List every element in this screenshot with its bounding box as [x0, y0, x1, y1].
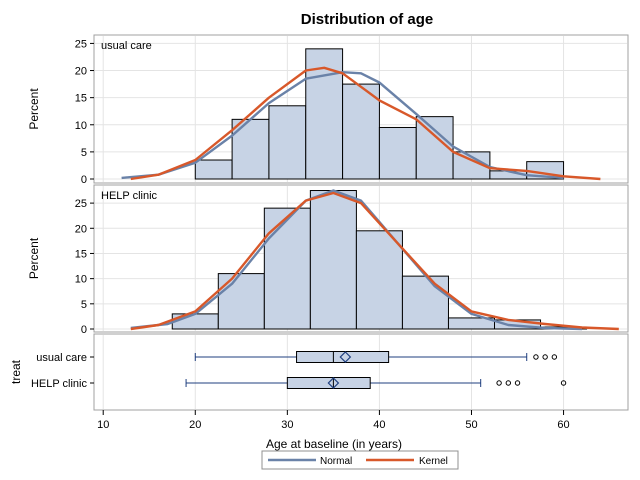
legend: Normal Kernel — [261, 450, 459, 470]
y-tick-label: 5 — [81, 299, 87, 311]
y-tick-label: 10 — [75, 274, 87, 286]
histogram-bar — [378, 126, 417, 180]
panel-frame — [93, 333, 629, 411]
mean-marker — [327, 377, 340, 389]
y-tick-label: 20 — [75, 66, 87, 78]
y-tick-label: 10 — [75, 120, 87, 132]
x-tick-label: 20 — [189, 419, 201, 431]
histogram-panel: 0 5 10 15 20 25 HELP clinic Percent — [27, 184, 629, 336]
histogram-bar — [355, 230, 403, 330]
x-tick-label: 60 — [557, 419, 569, 431]
kernel-density-curve — [130, 66, 601, 181]
outlier-point — [533, 354, 539, 360]
y-tick-label: 0 — [81, 324, 87, 336]
histogram-bar — [194, 159, 233, 180]
histogram-panel: 0 5 10 15 20 25 usual care Percent — [27, 34, 629, 186]
panel-label: usual care — [101, 40, 152, 52]
histogram-bar — [217, 273, 265, 330]
panel-label: HELP clinic — [101, 190, 158, 202]
y-axis-label: Percent — [27, 237, 41, 279]
chart-title: Distribution of age — [301, 11, 434, 28]
histogram-bar — [342, 83, 380, 180]
y-tick-label: 15 — [75, 93, 87, 105]
histogram-bar — [268, 105, 307, 180]
y-tick-label: 25 — [75, 198, 87, 210]
histogram-bar — [263, 207, 311, 330]
y-tick-label: 15 — [75, 248, 87, 260]
y-tick-label: 25 — [75, 38, 87, 50]
x-tick-label: 10 — [97, 419, 109, 431]
legend-kernel-label: Kernel — [419, 456, 448, 467]
x-tick-label: 30 — [281, 419, 293, 431]
boxplot-panel: usual care HELP clinic treat — [9, 333, 629, 411]
y-axis-label: treat — [9, 359, 23, 384]
x-axis: 10 20 30 40 50 60 — [97, 410, 570, 431]
outlier-point — [560, 380, 567, 386]
y-axis-label: Percent — [27, 88, 41, 130]
histogram-bar — [231, 118, 270, 180]
boxplot-group: usual care — [36, 351, 558, 364]
outlier-point — [551, 354, 558, 360]
outlier-point — [505, 380, 512, 386]
kernel-density-curve — [130, 191, 619, 331]
iqr-box — [296, 351, 390, 363]
outlier-point — [496, 380, 502, 386]
group-label: HELP clinic — [31, 378, 88, 390]
legend-frame — [261, 450, 459, 470]
y-tick-label: 20 — [75, 223, 87, 235]
y-tick-label: 5 — [81, 147, 87, 159]
outlier-point — [542, 354, 548, 360]
x-axis-label: Age at baseline (in years) — [266, 437, 402, 451]
outlier-point — [514, 380, 521, 386]
x-tick-label: 40 — [373, 419, 385, 431]
mean-marker — [339, 351, 352, 363]
legend-normal-label: Normal — [320, 456, 352, 467]
group-label: usual care — [36, 352, 87, 364]
boxplot-group: HELP clinic — [31, 377, 567, 390]
y-tick-label: 0 — [81, 174, 87, 186]
histogram-bar — [309, 190, 357, 330]
normal-density-curve — [121, 71, 564, 180]
x-tick-label: 50 — [465, 419, 477, 431]
normal-density-curve — [130, 189, 583, 331]
histogram-bar — [401, 275, 449, 330]
